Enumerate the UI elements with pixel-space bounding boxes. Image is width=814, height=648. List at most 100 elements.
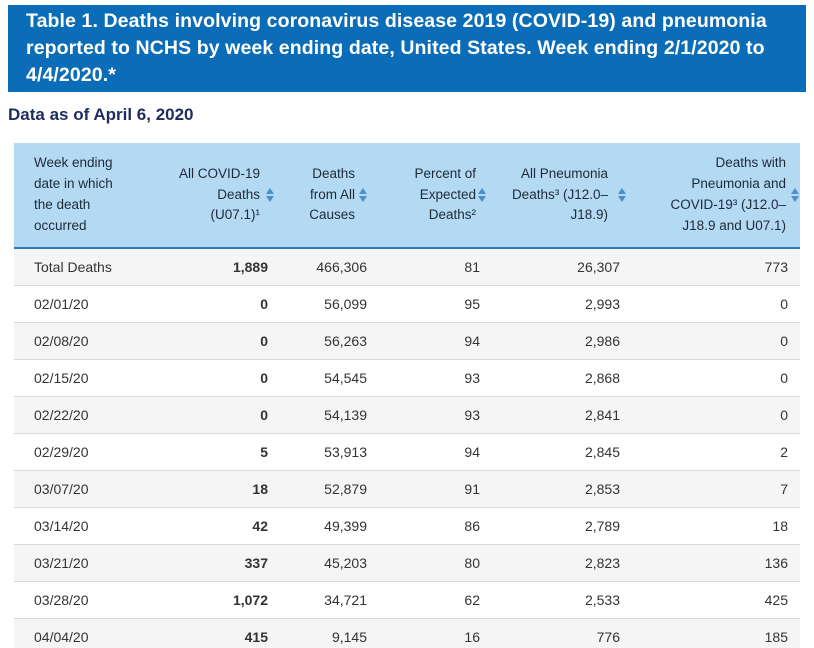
value-cell: 95 [379, 285, 492, 323]
value-cell: 56,099 [280, 285, 379, 323]
value-cell: 2,853 [492, 470, 632, 508]
week-cell: 02/29/20 [14, 433, 164, 471]
value-cell: 2,868 [492, 359, 632, 397]
value-cell: 776 [492, 618, 632, 648]
table-row: 04/04/20 415 9,145 16 776 185 [14, 618, 800, 648]
col-header-deaths-pneumonia-covid19[interactable]: Deaths with Pneumonia and COVID-19³ (J12… [632, 143, 800, 249]
value-cell: 7 [632, 470, 800, 508]
table-row: 03/28/20 1,072 34,721 62 2,533 425 [14, 581, 800, 619]
week-cell: 03/28/20 [14, 581, 164, 619]
col-header-label: Week ending date in which the death occu… [34, 155, 113, 233]
col-header-deaths-all-causes[interactable]: Deaths from All Causes [280, 143, 379, 249]
value-cell: 94 [379, 322, 492, 360]
value-cell: 53,913 [280, 433, 379, 471]
col-header-label: Percent of Expected Deaths² [414, 165, 476, 223]
value-cell: 337 [164, 544, 280, 582]
value-cell: 1,072 [164, 581, 280, 619]
value-cell: 2 [632, 433, 800, 471]
value-cell: 52,879 [280, 470, 379, 508]
week-cell: 03/07/20 [14, 470, 164, 508]
table-title-banner: Table 1. Deaths involving coronavirus di… [8, 5, 806, 92]
value-cell: 2,789 [492, 507, 632, 545]
value-cell: 425 [632, 581, 800, 619]
week-cell: 02/01/20 [14, 285, 164, 323]
col-header-label: All Pneumonia Deaths³ (J12.0– J18.9) [511, 165, 608, 223]
value-cell: 91 [379, 470, 492, 508]
col-header-week-ending-date: Week ending date in which the death occu… [14, 143, 164, 249]
header-row: Week ending date in which the death occu… [14, 143, 800, 249]
value-cell: 26,307 [577, 259, 620, 275]
value-cell: 0 [164, 285, 280, 323]
value-cell: 81 [464, 259, 480, 275]
table-row: 02/08/20 0 56,263 94 2,986 0 [14, 322, 800, 360]
week-cell: 02/08/20 [14, 322, 164, 360]
value-cell: 1,889 [232, 259, 268, 275]
value-cell: 86 [379, 507, 492, 545]
value-cell: 5 [164, 433, 280, 471]
value-cell: 93 [379, 359, 492, 397]
col-header-label: All COVID-19 Deaths (U07.1)¹ [178, 165, 260, 223]
table-row: 02/22/20 0 54,139 93 2,841 0 [14, 396, 800, 434]
value-cell: 34,721 [280, 581, 379, 619]
value-cell: 185 [632, 618, 800, 648]
value-cell: 94 [379, 433, 492, 471]
col-header-all-pneumonia-deaths[interactable]: All Pneumonia Deaths³ (J12.0– J18.9) [492, 143, 632, 249]
col-header-percent-expected-deaths[interactable]: Percent of Expected Deaths² [379, 143, 492, 249]
week-cell: 04/04/20 [14, 618, 164, 648]
col-header-label: Deaths from All Causes [309, 165, 355, 223]
value-cell: 0 [164, 396, 280, 434]
page: Table 1. Deaths involving coronavirus di… [0, 5, 814, 648]
value-cell: 415 [164, 618, 280, 648]
value-cell: 62 [379, 581, 492, 619]
value-cell: 54,139 [280, 396, 379, 434]
value-cell: 54,545 [280, 359, 379, 397]
value-cell: 0 [632, 359, 800, 397]
value-cell: 80 [379, 544, 492, 582]
data-as-of-label: Data as of April 6, 2020 [8, 105, 194, 124]
value-cell: 0 [164, 322, 280, 360]
sort-icon[interactable] [266, 188, 274, 202]
value-cell: 773 [764, 259, 788, 275]
week-cell: 02/15/20 [14, 359, 164, 397]
week-cell: 02/22/20 [14, 396, 164, 434]
week-cell: Total Deaths [34, 259, 112, 275]
table-row: 03/21/20 337 45,203 80 2,823 136 [14, 544, 800, 582]
sort-icon[interactable] [359, 188, 367, 202]
sort-icon[interactable] [478, 188, 486, 202]
value-cell: 18 [632, 507, 800, 545]
value-cell: 42 [164, 507, 280, 545]
value-cell: 2,841 [492, 396, 632, 434]
table-row: 02/01/20 0 56,099 95 2,993 0 [14, 285, 800, 323]
value-cell: 0 [632, 285, 800, 323]
covid-deaths-table: Week ending date in which the death occu… [14, 143, 800, 648]
value-cell: 0 [632, 322, 800, 360]
table-title: Table 1. Deaths involving coronavirus di… [26, 10, 767, 86]
value-cell: 2,845 [492, 433, 632, 471]
value-cell: 45,203 [280, 544, 379, 582]
table-row: 02/15/20 0 54,545 93 2,868 0 [14, 359, 800, 397]
value-cell: 9,145 [280, 618, 379, 648]
value-cell: 2,993 [492, 285, 632, 323]
col-header-all-covid19-deaths[interactable]: All COVID-19 Deaths (U07.1)¹ [164, 143, 280, 249]
table-row: 02/29/20 5 53,913 94 2,845 2 [14, 433, 800, 471]
sort-icon[interactable] [618, 188, 626, 202]
value-cell: 0 [632, 396, 800, 434]
value-cell: 18 [164, 470, 280, 508]
table-row: 03/07/20 18 52,879 91 2,853 7 [14, 470, 800, 508]
sort-icon[interactable] [791, 188, 799, 202]
col-header-label: Deaths with Pneumonia and COVID-19³ (J12… [670, 155, 786, 233]
week-cell: 03/21/20 [14, 544, 164, 582]
value-cell: 93 [379, 396, 492, 434]
table-row-total: Total Deaths 1,889 466,306 81 26,307 773 [14, 248, 800, 286]
value-cell: 2,533 [492, 581, 632, 619]
value-cell: 2,986 [492, 322, 632, 360]
value-cell: 56,263 [280, 322, 379, 360]
table-row: 03/14/20 42 49,399 86 2,789 18 [14, 507, 800, 545]
value-cell: 136 [632, 544, 800, 582]
week-cell: 03/14/20 [14, 507, 164, 545]
value-cell: 49,399 [280, 507, 379, 545]
value-cell: 0 [164, 359, 280, 397]
value-cell: 16 [379, 618, 492, 648]
value-cell: 2,823 [492, 544, 632, 582]
value-cell: 466,306 [316, 259, 367, 275]
